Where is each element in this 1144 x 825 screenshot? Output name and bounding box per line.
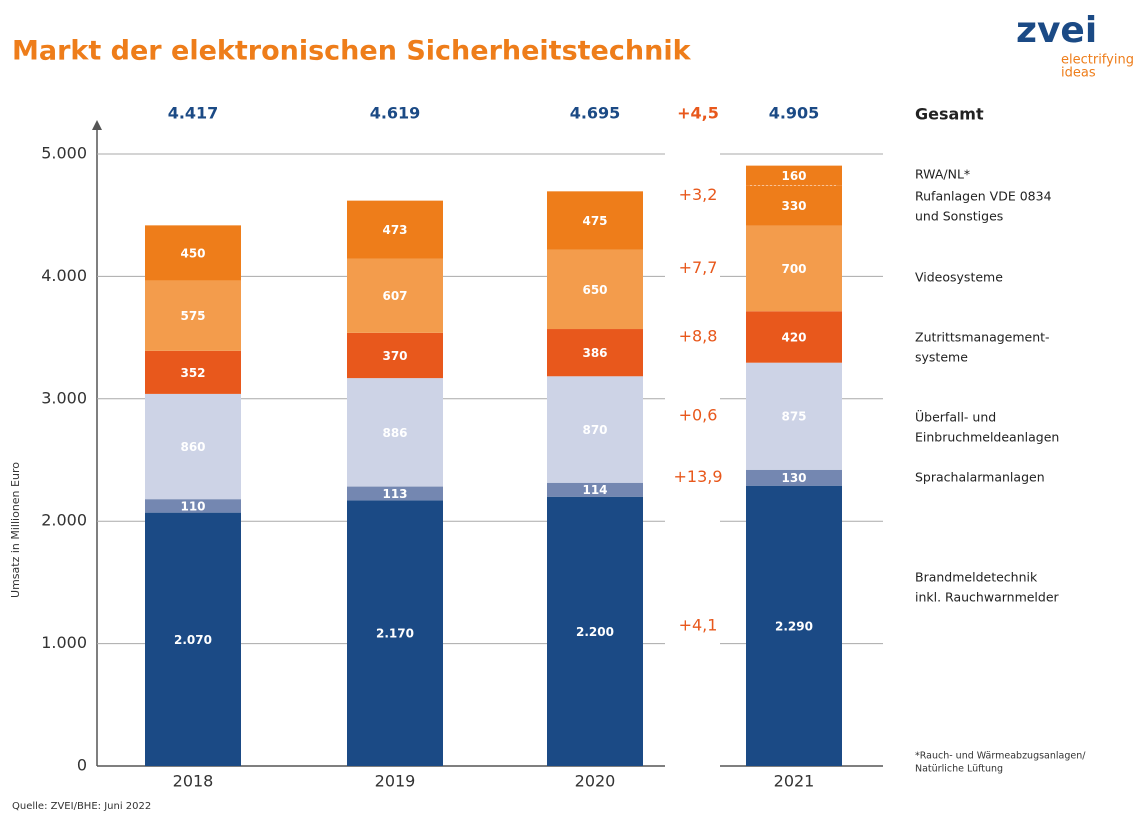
total-label: 4.905 bbox=[769, 104, 820, 123]
total-growth: +4,5 bbox=[677, 104, 719, 123]
value-label: 2.200 bbox=[576, 625, 614, 639]
bar-segment bbox=[347, 486, 443, 501]
bar-segment bbox=[547, 191, 643, 250]
x-tick-label: 2021 bbox=[774, 772, 815, 791]
legend-label: Sprachalarmanlagen bbox=[915, 470, 1045, 485]
value-label: 352 bbox=[180, 366, 205, 380]
value-label: 450 bbox=[180, 246, 205, 260]
bar-segment bbox=[547, 496, 643, 766]
bar-segment bbox=[746, 185, 842, 226]
y-tick-label: 1.000 bbox=[41, 633, 87, 652]
y-axis-label: Umsatz in Millionen Euro bbox=[9, 462, 22, 598]
value-label: 114 bbox=[582, 483, 607, 497]
legend-label: Einbruchmeldeanlagen bbox=[915, 430, 1059, 445]
x-tick-label: 2019 bbox=[375, 772, 416, 791]
growth-label: +7,7 bbox=[679, 258, 718, 277]
value-label: 475 bbox=[582, 214, 607, 228]
logo-tagline: electrifying bbox=[1061, 53, 1134, 68]
bar-segment bbox=[746, 469, 842, 486]
x-tick-label: 2018 bbox=[173, 772, 214, 791]
legend-label: systeme bbox=[915, 350, 968, 365]
value-label: 860 bbox=[180, 440, 205, 454]
bar-segment bbox=[145, 225, 241, 281]
value-label: 650 bbox=[582, 283, 607, 297]
value-label: 2.070 bbox=[174, 633, 212, 647]
total-label: 4.695 bbox=[570, 104, 621, 123]
value-label: 575 bbox=[180, 309, 205, 323]
value-label: 886 bbox=[382, 426, 407, 440]
total-header: Gesamt bbox=[915, 105, 984, 124]
x-tick-label: 2020 bbox=[575, 772, 616, 791]
legend-label: RWA/NL* bbox=[915, 167, 970, 182]
legend-label: Videosysteme bbox=[915, 270, 1003, 285]
y-axis-arrow bbox=[92, 120, 102, 130]
bar-segment bbox=[145, 280, 241, 351]
y-tick-label: 2.000 bbox=[41, 511, 87, 530]
bar-segment bbox=[145, 499, 241, 513]
bar-segment bbox=[547, 376, 643, 483]
value-label: 473 bbox=[382, 223, 407, 237]
value-label: 2.170 bbox=[376, 627, 414, 641]
bar-segment bbox=[746, 362, 842, 470]
bar-segment bbox=[547, 329, 643, 377]
bar-segment bbox=[746, 165, 842, 186]
footnote: Natürliche Lüftung bbox=[915, 764, 1003, 775]
legend-label: Überfall- und bbox=[915, 409, 996, 425]
y-tick-label: 5.000 bbox=[41, 144, 87, 163]
bar-segment bbox=[547, 249, 643, 330]
total-label: 4.417 bbox=[168, 104, 219, 123]
bar-segment bbox=[347, 332, 443, 379]
value-label: 130 bbox=[781, 471, 806, 485]
value-label: 875 bbox=[781, 410, 806, 424]
value-label: 160 bbox=[781, 169, 806, 183]
legend-label: und Sonstiges bbox=[915, 209, 1003, 224]
bar-segment bbox=[347, 500, 443, 766]
bar-segment bbox=[746, 485, 842, 766]
chart-title: Markt der elektronischen Sicherheitstech… bbox=[12, 36, 692, 67]
y-tick-label: 0 bbox=[77, 756, 87, 775]
bar-segment bbox=[347, 258, 443, 333]
growth-label: +8,8 bbox=[679, 326, 718, 345]
value-label: 386 bbox=[582, 346, 607, 360]
value-label: 420 bbox=[781, 330, 806, 344]
value-label: 110 bbox=[180, 499, 205, 513]
value-label: 113 bbox=[382, 487, 407, 501]
footnote: *Rauch- und Wärmeabzugsanlagen/ bbox=[915, 751, 1086, 762]
logo: zvei bbox=[1016, 10, 1097, 51]
bar-segment bbox=[145, 393, 241, 500]
growth-label: +13,9 bbox=[673, 467, 722, 486]
legend-label: inkl. Rauchwarnmelder bbox=[915, 590, 1060, 605]
value-label: 370 bbox=[382, 349, 407, 363]
logo-tagline: ideas bbox=[1061, 66, 1096, 81]
bar-segment bbox=[347, 200, 443, 259]
y-tick-label: 3.000 bbox=[41, 388, 87, 407]
bar-segment bbox=[746, 311, 842, 363]
bar-segment bbox=[347, 378, 443, 487]
value-label: 870 bbox=[582, 423, 607, 437]
legend-label: Rufanlagen VDE 0834 bbox=[915, 189, 1052, 204]
source: Quelle: ZVEI/BHE: Juni 2022 bbox=[12, 801, 151, 812]
bar-segment bbox=[145, 350, 241, 394]
growth-label: +4,1 bbox=[679, 615, 718, 634]
growth-label: +0,6 bbox=[679, 406, 718, 425]
value-label: 330 bbox=[781, 199, 806, 213]
legend-label: Zutrittsmanagement- bbox=[915, 330, 1050, 345]
value-label: 607 bbox=[382, 289, 407, 303]
bar-segment bbox=[547, 482, 643, 497]
value-label: 700 bbox=[781, 262, 806, 276]
y-tick-label: 4.000 bbox=[41, 266, 87, 285]
growth-label: +3,2 bbox=[679, 185, 718, 204]
bar-segment bbox=[145, 512, 241, 766]
value-label: 2.290 bbox=[775, 619, 813, 633]
bar-segment bbox=[746, 225, 842, 312]
total-label: 4.619 bbox=[370, 104, 421, 123]
legend-label: Brandmeldetechnik bbox=[915, 570, 1038, 585]
